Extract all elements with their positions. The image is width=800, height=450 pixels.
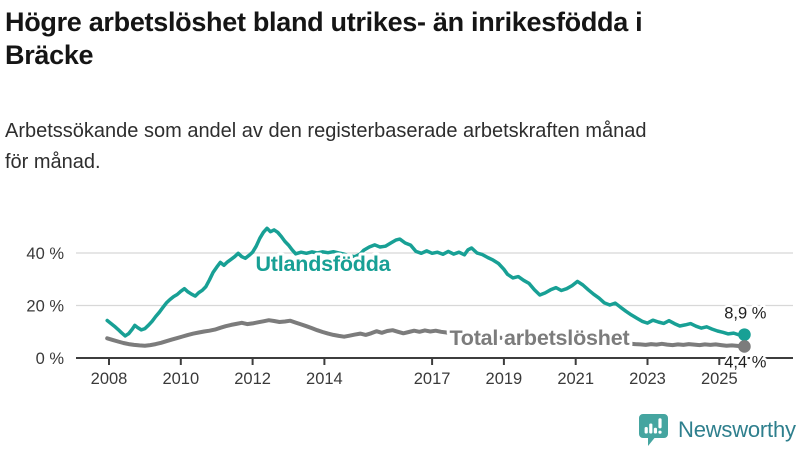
x-axis-tick-label: 2008 — [91, 370, 128, 388]
series-label-total-arbetsloshet: Total arbetslöshet — [449, 326, 629, 350]
x-axis-tick-label: 2019 — [486, 370, 523, 388]
subtitle-line-2: för månad. — [5, 151, 101, 173]
x-axis-tick-label: 2017 — [414, 370, 451, 388]
x-axis-tick-label: 2021 — [557, 370, 594, 388]
y-axis-tick-label: 40 % — [26, 245, 64, 263]
chart-subtitle: Arbetssökande som andel av den registerb… — [5, 116, 785, 178]
newsworthy-logo-text: Newsworthy — [678, 417, 796, 442]
subtitle-line-1: Arbetssökande som andel av den registerb… — [5, 120, 647, 142]
series-line-utlandsfodda — [105, 226, 747, 338]
page-title: Högre arbetslöshet bland utrikes- än inr… — [5, 6, 797, 72]
end-dot-utlandsfodda — [738, 328, 751, 341]
title-line-1: Högre arbetslöshet bland utrikes- än inr… — [5, 7, 643, 37]
end-dot-total-arbetsloshet — [738, 340, 751, 353]
end-value-label-total-arbetsloshet: 4,4 % — [724, 353, 767, 371]
x-axis-tick-label: 2010 — [162, 370, 199, 388]
gridlines: 0 % 20 % 40 % — [26, 245, 793, 368]
newsworthy-logo-icon — [639, 414, 668, 446]
newsworthy-logo[interactable]: Newsworthy — [638, 412, 796, 448]
x-axis-tick-label: 2025 — [701, 370, 738, 388]
series-label-utlandsfodda: Utlandsfödda — [255, 252, 391, 276]
x-axis-tick-label: 2014 — [306, 370, 343, 388]
series-line-total-arbetsloshet — [105, 318, 747, 349]
title-line-2: Bräcke — [5, 40, 94, 70]
x-axis-tick-label: 2023 — [629, 370, 666, 388]
x-axis: 2008 2010 2012 2014 2017 2019 2021 2023 2025 — [76, 357, 793, 388]
x-axis-tick-label: 2012 — [234, 370, 271, 388]
end-value-label-utlandsfodda: 8,9 % — [724, 305, 767, 323]
y-axis-tick-label: 0 % — [36, 350, 65, 368]
y-axis-tick-label: 20 % — [26, 298, 64, 316]
